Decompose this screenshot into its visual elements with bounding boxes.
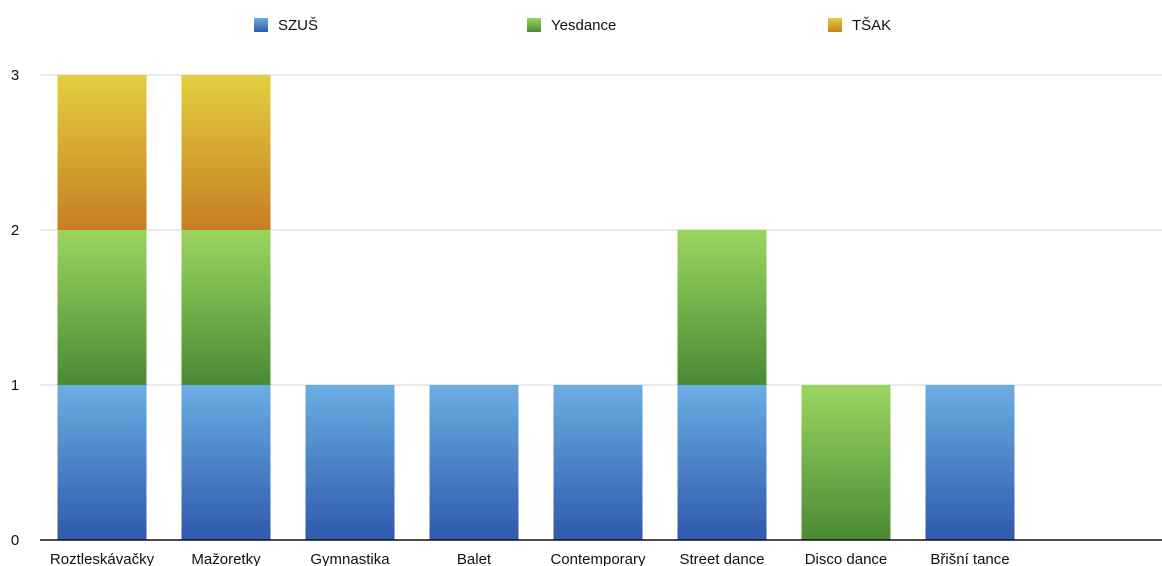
- bar-contemporary-szus: [553, 385, 643, 540]
- bar-mazoretky-yesdance: [181, 230, 271, 385]
- x-tick-label-disco-dance: Disco dance: [805, 551, 888, 566]
- x-tick-labels: Roztleskávačky Mažoretky Gymnastika Balet Co…: [50, 551, 1010, 566]
- legend-swatch-szus: [254, 18, 268, 32]
- bar-mazoretky-tsak: [181, 75, 271, 230]
- y-tick-label-2: 2: [11, 222, 19, 239]
- bar-mazoretky-szus: [181, 385, 271, 540]
- y-tick-label-3: 3: [11, 67, 19, 84]
- bar-roztleskavacky-szus: [57, 385, 147, 540]
- x-tick-label-mazoretky: Mažoretky: [191, 551, 261, 566]
- legend-item-tsak: TŠAK: [828, 17, 891, 34]
- legend-label-yesdance: Yesdance: [551, 17, 616, 34]
- bar-brisni-tance-szus: [925, 385, 1015, 540]
- x-tick-label-brisni-tance: Břišní tance: [930, 551, 1009, 566]
- bar-roztleskavacky-yesdance: [57, 230, 147, 385]
- x-tick-label-gymnastika: Gymnastika: [310, 551, 390, 566]
- bar-disco-dance-yesdance: [801, 385, 891, 540]
- bar-roztleskavacky-tsak: [57, 75, 147, 230]
- y-tick-label-0: 0: [11, 532, 19, 549]
- x-tick-label-street-dance: Street dance: [679, 551, 764, 566]
- legend: SZUŠ Yesdance TŠAK: [254, 17, 891, 34]
- y-tick-label-1: 1: [11, 377, 19, 394]
- x-tick-label-roztleskavacky: Roztleskávačky: [50, 551, 155, 566]
- legend-item-szus: SZUŠ: [254, 17, 318, 34]
- y-tick-labels: 0 1 2 3: [11, 67, 19, 549]
- legend-label-tsak: TŠAK: [852, 17, 891, 34]
- bar-balet-szus: [429, 385, 519, 540]
- bar-gymnastika-szus: [305, 385, 395, 540]
- bar-street-dance-szus: [677, 385, 767, 540]
- legend-swatch-yesdance: [527, 18, 541, 32]
- legend-item-yesdance: Yesdance: [527, 17, 616, 34]
- bar-street-dance-yesdance: [677, 230, 767, 385]
- legend-swatch-tsak: [828, 18, 842, 32]
- x-tick-label-contemporary: Contemporary: [550, 551, 646, 566]
- legend-label-szus: SZUŠ: [278, 17, 318, 34]
- bars: [57, 75, 1015, 540]
- x-tick-label-balet: Balet: [457, 551, 492, 566]
